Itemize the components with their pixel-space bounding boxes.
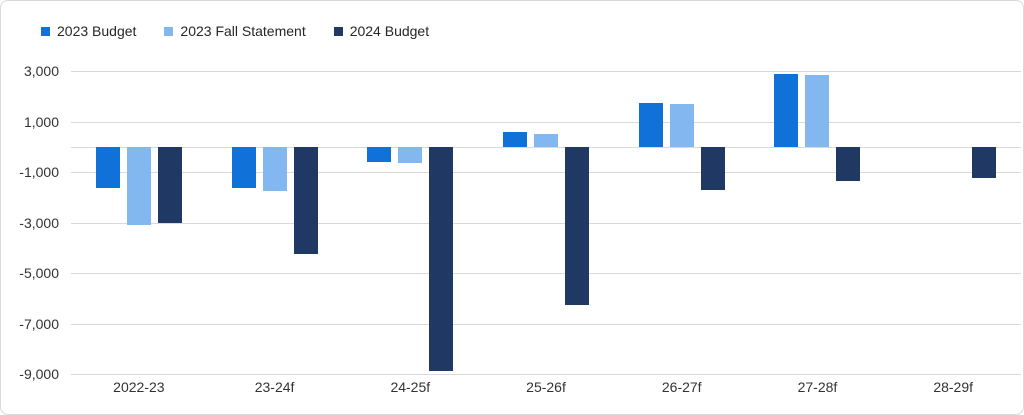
bar-column (126, 71, 151, 374)
bar-column (503, 71, 528, 374)
gridline (71, 71, 1021, 72)
legend-item: 2023 Budget (41, 23, 136, 39)
bar (367, 146, 392, 162)
gridline (71, 222, 1021, 224)
bar-groups (71, 71, 1021, 374)
bar-column (429, 71, 454, 374)
bar-column (910, 71, 934, 374)
bar (429, 146, 454, 372)
y-tick-label: -7,000 (19, 315, 59, 332)
bar (503, 131, 528, 147)
bar-group-28-29f (885, 71, 1021, 374)
bar (534, 134, 559, 147)
bar (836, 146, 861, 181)
bar-column (805, 71, 830, 374)
bar (805, 74, 830, 147)
bar (157, 146, 182, 223)
bar-group-27-28f (750, 71, 886, 374)
y-tick-label: -9,000 (19, 366, 59, 382)
bar-column (398, 71, 423, 374)
bar (638, 102, 663, 147)
bar-column (638, 71, 663, 374)
bar (293, 146, 318, 255)
x-category-label: 26-27f (661, 379, 702, 395)
bar-column (669, 71, 694, 374)
x-category-label: 27-28f (797, 379, 838, 395)
bar-column (972, 71, 997, 374)
bar (126, 146, 151, 226)
bar-column (534, 71, 559, 374)
legend-swatch-icon (333, 26, 343, 36)
bar-column (293, 71, 318, 374)
bar-group-23-24f (207, 71, 343, 374)
bar (565, 146, 590, 305)
legend-item: 2023 Fall Statement (164, 23, 306, 39)
legend-label: 2023 Fall Statement (180, 23, 306, 39)
bar-column (565, 71, 590, 374)
x-category-label: 25-26f (526, 379, 566, 395)
bar-group-24-25f (342, 71, 478, 374)
bar-group-2022-23 (71, 71, 207, 374)
legend-label: 2024 Budget (349, 23, 430, 39)
gridline (71, 121, 1021, 123)
x-category-label: 28-29f (933, 379, 974, 395)
legend-swatch-icon (41, 26, 50, 36)
y-tick-label: 1,000 (23, 113, 59, 130)
bar (398, 146, 423, 164)
bar-column (157, 71, 182, 374)
bar-column (95, 71, 120, 374)
y-tick-label: -1,000 (19, 164, 59, 180)
bar (231, 146, 256, 189)
bar-column (367, 71, 392, 374)
y-tick-label: -5,000 (19, 265, 59, 281)
x-axis: 2022-23 23-24f 24-25f 25-26f 26-27f 27-28f 28-… (71, 379, 1021, 401)
legend-swatch-icon (164, 26, 174, 36)
bar-column (774, 71, 799, 374)
bar-group-25-26f (478, 71, 614, 374)
bar-column (231, 71, 256, 374)
legend-label: 2023 Budget (57, 23, 137, 39)
gridline (71, 323, 1021, 325)
bar-column (836, 71, 861, 374)
x-category-label: 23-24f (254, 379, 295, 395)
y-tick-label: -3,000 (19, 214, 59, 231)
zero-axis-line (71, 146, 1021, 148)
gridline (71, 374, 1021, 375)
bar-group-26-27f (614, 71, 750, 374)
x-category-label: 2022-23 (113, 379, 165, 395)
legend: 2023 Budget 2023 Fall Statement 2024 Budge… (41, 23, 429, 39)
y-tick-label: 3,000 (23, 63, 59, 79)
bar (700, 146, 725, 190)
x-category-label: 24-25f (390, 379, 431, 395)
legend-item: 2024 Budget (333, 23, 430, 39)
bar (669, 103, 694, 147)
gridline (71, 172, 1021, 173)
y-axis: 3,000 1,000 -1,000 -3,000 -5,000 -7,000 -9,000 (1, 63, 59, 382)
plot-area (71, 71, 1021, 375)
gridline (71, 273, 1021, 274)
bar (774, 73, 799, 147)
bar-column (700, 71, 725, 374)
bar (262, 146, 287, 191)
bar (972, 146, 997, 179)
bar-column (262, 71, 287, 374)
bar-column (941, 71, 965, 374)
bar (95, 146, 120, 189)
